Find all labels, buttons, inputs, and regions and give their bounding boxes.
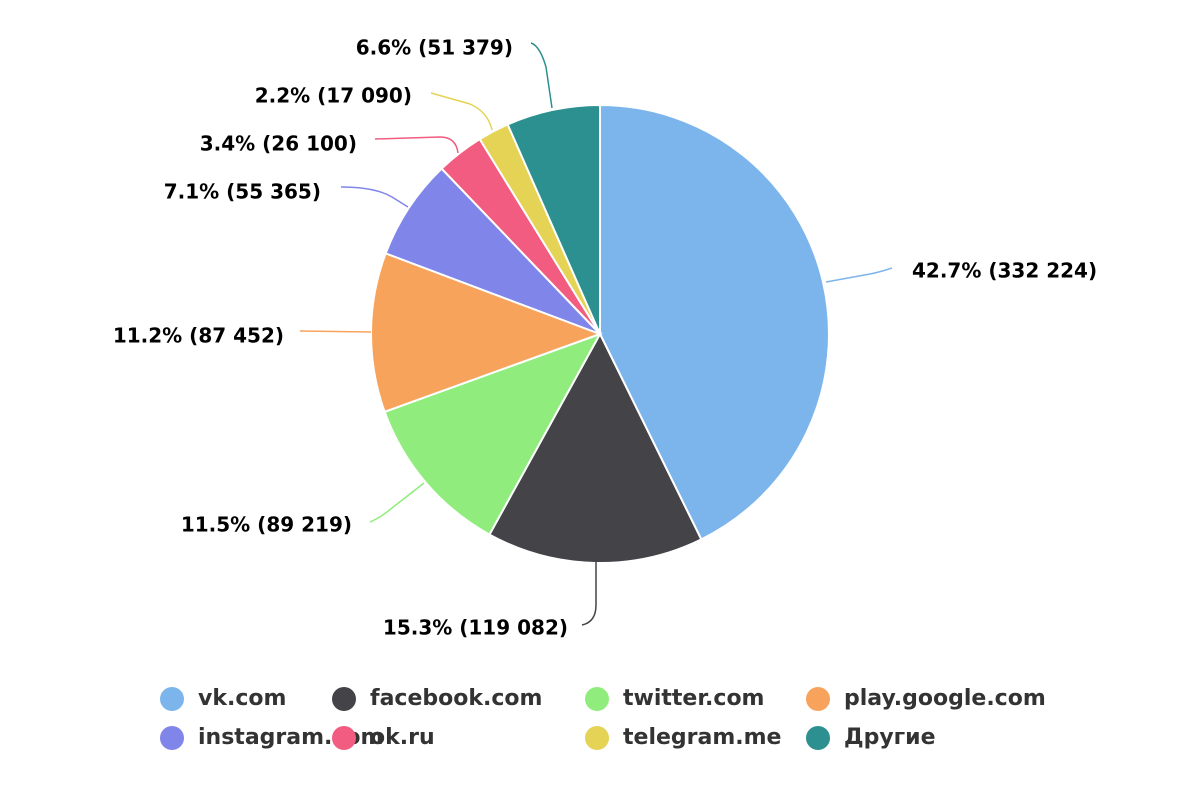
data-label-instagram-com: 7.1% (55 365): [164, 180, 321, 204]
label-connector-другие: [530, 42, 553, 109]
data-label-play-google-com: 11.2% (87 452): [113, 324, 284, 348]
legend-item-twitter-com[interactable]: twitter.com: [585, 686, 765, 711]
data-label-twitter-com: 11.5% (89 219): [181, 513, 352, 537]
legend-label: vk.com: [198, 686, 286, 711]
legend-label: play.google.com: [844, 686, 1046, 711]
label-connectors: [299, 42, 893, 626]
legend-label: facebook.com: [370, 686, 542, 711]
label-connector-play-google-com: [299, 330, 372, 333]
legend-marker: [160, 726, 184, 750]
data-label-ok-ru: 3.4% (26 100): [200, 132, 357, 156]
label-connector-vk-com: [825, 267, 893, 283]
pie-slice-twitter-com[interactable]: [383, 332, 603, 536]
legend-item-vk-com[interactable]: vk.com: [160, 686, 286, 711]
data-label-telegram-me: 2.2% (17 090): [255, 84, 412, 108]
legend-label: twitter.com: [623, 686, 765, 711]
legend-marker: [585, 726, 609, 750]
label-connector-telegram-me: [430, 92, 493, 131]
legend-marker: [160, 687, 184, 711]
pie-slice-другие[interactable]: [506, 103, 601, 335]
pie-slice-facebook-com[interactable]: [488, 331, 703, 564]
label-connector-instagram-com: [340, 186, 409, 208]
legend-marker: [585, 687, 609, 711]
data-labels: 42.7% (332 224) 15.3% (119 082) 11.5% (89 …: [113, 36, 1097, 640]
pie-slice-vk-com[interactable]: [599, 103, 830, 541]
legend-marker: [332, 726, 356, 750]
pie-slice-instagram-com[interactable]: [384, 167, 601, 335]
legend-marker: [332, 687, 356, 711]
legend-item-play-google-com[interactable]: play.google.com: [806, 686, 1046, 711]
data-label-facebook-com: 15.3% (119 082): [383, 616, 568, 640]
legend-label: telegram.me: [623, 725, 781, 750]
label-connector-twitter-com: [369, 482, 425, 523]
pie-slice-play-google-com[interactable]: [370, 252, 603, 414]
label-connector-ok-ru: [374, 136, 459, 154]
data-label-vk-com: 42.7% (332 224): [912, 259, 1097, 283]
legend-marker: [806, 687, 830, 711]
pie-slices: [370, 103, 830, 564]
legend: vk.com facebook.com twitter.com play.google…: [160, 686, 1046, 750]
legend-item-facebook-com[interactable]: facebook.com: [332, 686, 542, 711]
legend-item-telegram-me[interactable]: telegram.me: [585, 725, 781, 750]
legend-label: Другие: [844, 725, 936, 750]
legend-marker: [806, 726, 830, 750]
legend-label: ok.ru: [370, 725, 435, 750]
label-connector-facebook-com: [581, 562, 597, 626]
legend-item-другие[interactable]: Другие: [806, 725, 936, 750]
legend-item-ok-ru[interactable]: ok.ru: [332, 725, 435, 750]
data-label-другие: 6.6% (51 379): [356, 36, 513, 60]
